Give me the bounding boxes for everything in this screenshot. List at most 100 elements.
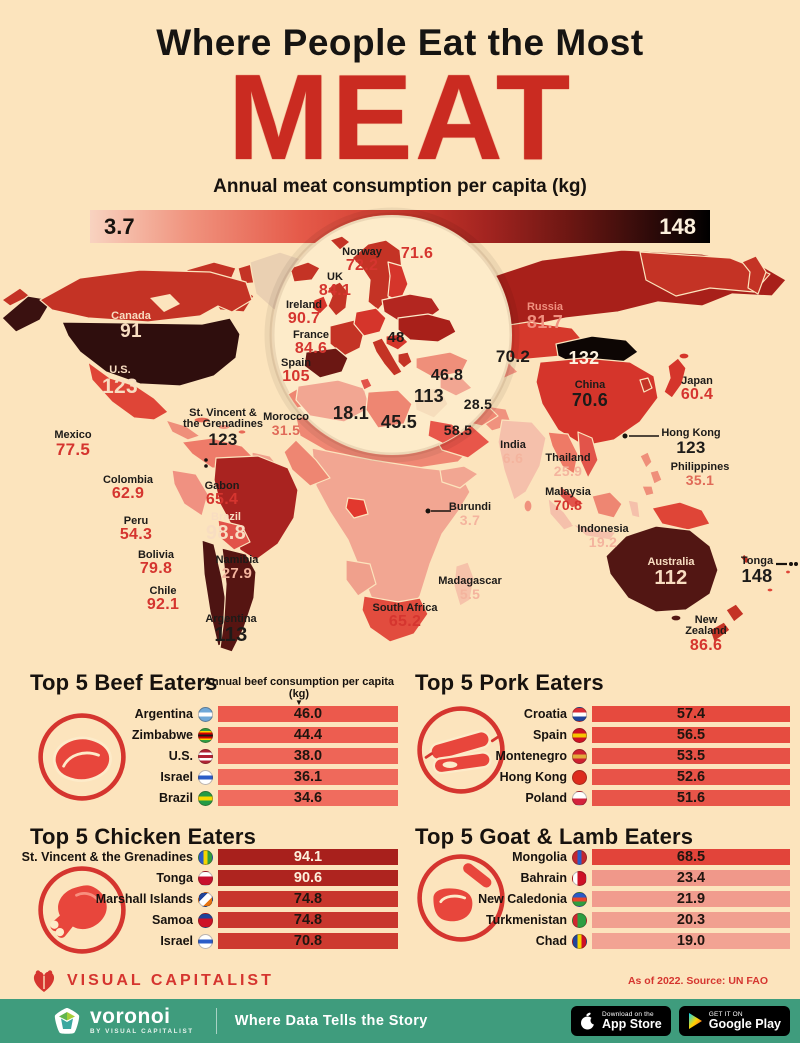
table-title: Top 5 Beef Eaters bbox=[30, 670, 218, 695]
map-label-113: 113 bbox=[414, 387, 444, 406]
country-name: Colombia bbox=[102, 474, 154, 486]
row-country: Zimbabwe bbox=[131, 728, 193, 742]
country-value: 123 bbox=[208, 429, 238, 449]
steak-icon bbox=[36, 711, 128, 808]
map-label-st.-vincent-the-grenadines: St. Vincent & the Grenadines 123 bbox=[173, 407, 273, 449]
table-top-5-goat-lamb-eaters: Top 5 Goat & Lamb Eaters Mongolia 68.5 Bahr… bbox=[413, 824, 793, 976]
country-name: Russia bbox=[526, 301, 564, 313]
divider bbox=[215, 1008, 217, 1034]
country-value: 70.8 bbox=[553, 497, 583, 514]
row-country: Bahrain bbox=[520, 871, 567, 885]
table-row-marshall-islands: Marshall Islands 74.8 bbox=[18, 891, 398, 907]
row-country: Hong Kong bbox=[499, 770, 567, 784]
country-value: 62.9 bbox=[111, 485, 145, 503]
country-name: India bbox=[500, 439, 526, 451]
country-value: 71.6 bbox=[400, 245, 434, 262]
table-row-brazil: Brazil 34.6 bbox=[18, 790, 398, 806]
map-label-indonesia: Indonesia 19.2 bbox=[577, 523, 629, 551]
chop-icon bbox=[415, 852, 507, 949]
country-value: 113 bbox=[414, 386, 444, 406]
map-label-70.2: 70.2 bbox=[496, 348, 530, 366]
row-value-bar: 52.6 bbox=[592, 769, 790, 785]
country-value: 113 bbox=[214, 624, 248, 647]
table-row-croatia: Croatia 57.4 bbox=[419, 706, 790, 722]
row-country: Turkmenistan bbox=[485, 913, 567, 927]
map-label-india: India 6.6 bbox=[500, 439, 526, 466]
google-play-badge[interactable]: GET IT ON Google Play bbox=[678, 1006, 790, 1036]
country-value: 35.1 bbox=[685, 472, 715, 489]
row-country: Samoa bbox=[152, 913, 193, 927]
country-name: Japan bbox=[681, 375, 713, 387]
table-row-turkmenistan: Turkmenistan 20.3 bbox=[419, 912, 790, 928]
country-value: 60.4 bbox=[680, 386, 714, 404]
row-country: Spain bbox=[532, 728, 567, 742]
country-value: 91 bbox=[120, 321, 142, 343]
map-label-132: 132 bbox=[569, 349, 600, 368]
visual-capitalist-logo bbox=[33, 970, 55, 992]
row-value-bar: 56.5 bbox=[592, 727, 790, 743]
map-label-71.6: 71.6 bbox=[400, 245, 434, 263]
map-label-madagascar: Madagascar 5.5 bbox=[438, 575, 502, 602]
table-row-new-caledonia: New Caledonia 21.9 bbox=[419, 891, 790, 907]
app-store-badge[interactable]: Download on the App Store bbox=[571, 1006, 671, 1036]
country-value: 45.5 bbox=[380, 412, 418, 432]
flag-icon-chad bbox=[572, 933, 587, 949]
map-label-norway: Norway 72.2 bbox=[342, 246, 382, 275]
table-row-israel: Israel 70.8 bbox=[18, 933, 398, 949]
country-name: New Zealand bbox=[685, 614, 727, 638]
country-value: 46.8 bbox=[430, 367, 464, 384]
country-value: 70.6 bbox=[571, 390, 609, 411]
row-country: Montenegro bbox=[495, 749, 567, 763]
country-value: 90.7 bbox=[287, 310, 321, 328]
row-value-bar: 20.3 bbox=[592, 912, 790, 928]
map-label-u.s.: U.S. 123 bbox=[102, 364, 138, 398]
table-row-mongolia: Mongolia 68.5 bbox=[419, 849, 790, 865]
country-name: Burundi bbox=[448, 501, 492, 513]
table-top-5-beef-eaters: Top 5 Beef Eaters Annual beef consumption… bbox=[18, 670, 398, 822]
bottom-bar: voronoi BY VISUAL CAPITALIST Where Data … bbox=[0, 999, 800, 1043]
voronoi-name: voronoi bbox=[90, 1005, 171, 1029]
page-subtitle: Annual meat consumption per capita (kg) bbox=[213, 176, 587, 197]
flag-icon-turkmenistan bbox=[572, 912, 587, 928]
row-country: Mongolia bbox=[512, 850, 567, 864]
country-value: 65.2 bbox=[388, 613, 422, 631]
map-label-18.1: 18.1 bbox=[333, 404, 369, 423]
tagline: Where Data Tells the Story bbox=[234, 1013, 428, 1029]
drumstick-icon bbox=[36, 864, 128, 961]
country-value: 19.2 bbox=[588, 534, 618, 551]
country-name: France bbox=[292, 329, 330, 341]
country-name: St. Vincent & the Grenadines bbox=[182, 407, 264, 431]
table-title: Top 5 Goat & Lamb Eaters bbox=[415, 824, 694, 849]
visual-capitalist-brand: VISUAL CAPITALIST bbox=[30, 968, 274, 994]
table-row-hong-kong: Hong Kong 52.6 bbox=[419, 769, 790, 785]
map-label-hong-kong: Hong Kong 123 bbox=[661, 427, 720, 457]
table-top-5-pork-eaters: Top 5 Pork Eaters Croatia 57.4 Spain 56.5 Mon… bbox=[413, 670, 793, 822]
row-value-bar: 94.1 bbox=[218, 849, 398, 865]
country-value: 132 bbox=[568, 348, 600, 368]
country-name: UK bbox=[327, 271, 343, 283]
legend-max: 148 bbox=[659, 213, 696, 239]
flag-icon-samoa bbox=[198, 912, 213, 928]
table-row-chad: Chad 19.0 bbox=[419, 933, 790, 949]
sausage-icon bbox=[415, 704, 507, 801]
country-name: South Africa bbox=[372, 602, 438, 614]
country-name: Thailand bbox=[545, 452, 591, 464]
arrow-down-icon: ▼ bbox=[295, 698, 303, 708]
row-value-bar: 19.0 bbox=[592, 933, 790, 949]
map-label-28.5: 28.5 bbox=[464, 397, 492, 412]
table-row-zimbabwe: Zimbabwe 44.4 bbox=[18, 727, 398, 743]
map-label-colombia: Colombia 62.9 bbox=[102, 474, 154, 503]
flag-icon-israel bbox=[198, 769, 213, 785]
map-label-malaysia: Malaysia 70.8 bbox=[545, 486, 591, 514]
country-name: Indonesia bbox=[577, 523, 629, 535]
flag-icon-spain bbox=[572, 727, 587, 743]
google-play-bottom-text: Google Play bbox=[708, 1016, 781, 1031]
map-label-48: 48 bbox=[387, 330, 404, 346]
map-label-ireland: Ireland 90.7 bbox=[286, 299, 322, 328]
country-value: 27.9 bbox=[221, 565, 253, 583]
country-name: Tonga bbox=[740, 555, 774, 567]
flag-icon-tonga bbox=[198, 870, 213, 886]
map-label-uk: UK 84.1 bbox=[319, 271, 351, 300]
flag-icon-montenegro bbox=[572, 748, 587, 764]
